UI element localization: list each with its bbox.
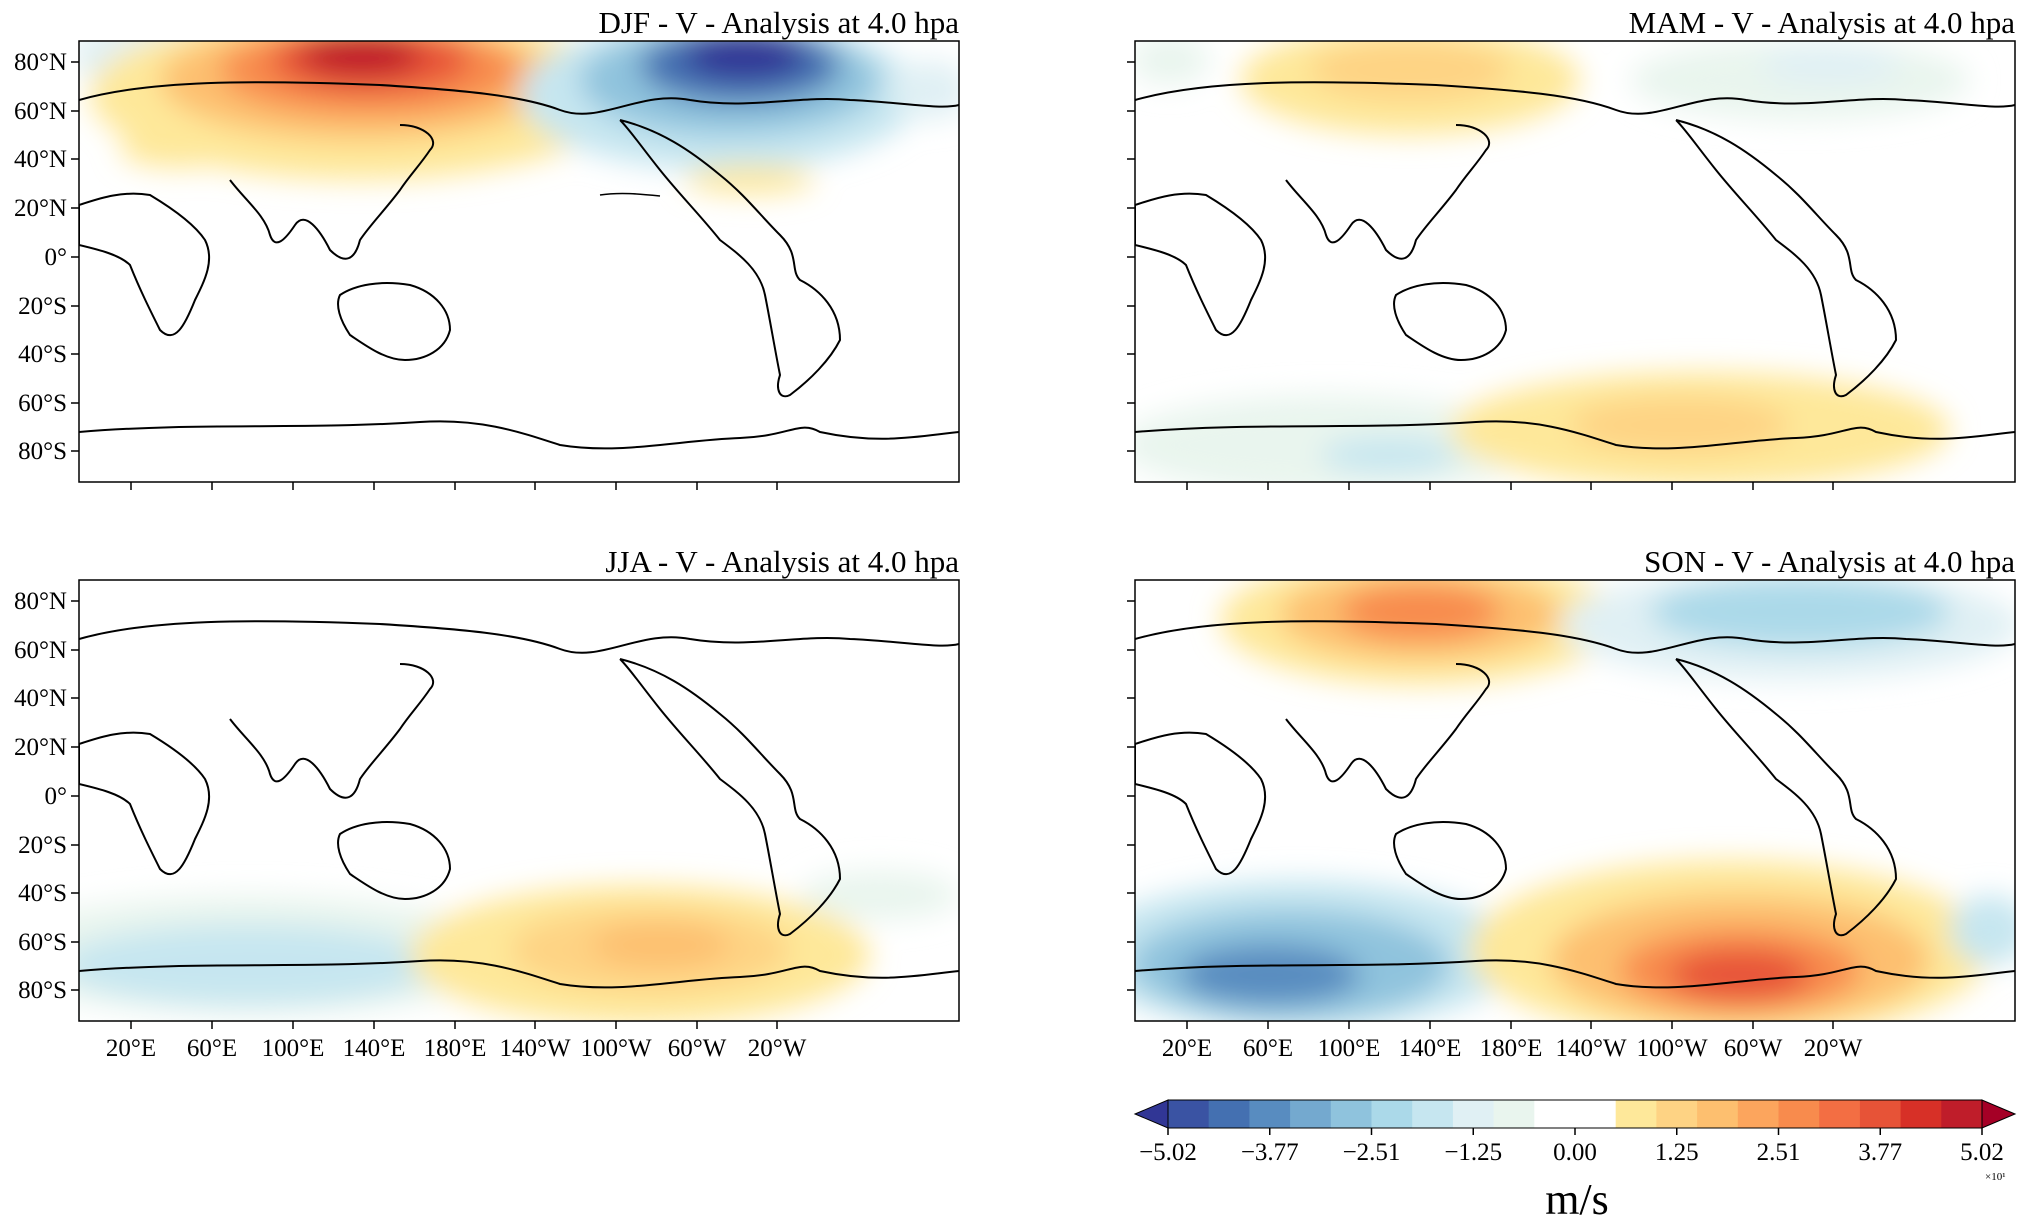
panel-title-jja: JJA - V - Analysis at 4.0 hpa [605,544,959,579]
lat-tick-label: 80°N [14,588,67,615]
lon-tick-label: 140°W [499,1035,570,1062]
colorbar-tick-label: 5.02 [1960,1139,2004,1166]
colorbar [1133,1099,2017,1129]
colorbar-segment [1575,1100,1617,1128]
lat-tick-label: 80°S [18,438,67,465]
axis-ticks: 80°N 60°N 40°N 20°N 0° 20°S 40°S 60°S 80°S 80°N 60… [14,49,1863,1062]
jja-coastlines [79,620,959,989]
lon-tick-label: 60°W [668,1035,727,1062]
lat-tick-label: 0° [45,783,68,810]
son-coastlines [1135,620,2015,989]
colorbar-segment [1249,1100,1291,1128]
map-panel-mam [1134,40,2016,483]
lon-tick-label: 140°E [343,1035,406,1062]
colorbar-extend-max [1981,1099,2017,1129]
lat-tick-label: 20°S [18,832,67,859]
lat-tick-label: 60°N [14,637,67,664]
colorbar-tick-label: −3.77 [1241,1139,1299,1166]
colorbar-segment [1819,1100,1861,1128]
colorbar-segment [1371,1100,1413,1128]
lon-tick-label: 100°W [1636,1035,1707,1062]
colorbar-tick-label: 3.77 [1858,1139,1902,1166]
lat-tick-label: 40°N [14,685,67,712]
colorbar-tick-label: −5.02 [1139,1139,1197,1166]
lon-tick-label: 100°W [580,1035,651,1062]
lat-tick-label: 80°S [18,977,67,1004]
lat-tick-label: 60°S [18,390,67,417]
lon-tick-label: 20°W [1804,1035,1863,1062]
colorbar-segment [1330,1100,1372,1128]
colorbar-segment [1290,1100,1332,1128]
colorbar-tick-label: −1.25 [1444,1139,1502,1166]
colorbar-segment [1859,1100,1902,1128]
colorbar-segment [1493,1100,1535,1128]
lat-tick-label: 80°N [14,49,67,76]
lon-tick-label: 60°E [1243,1035,1293,1062]
lon-tick-label: 60°E [187,1035,237,1062]
colorbar-segment [1656,1100,1698,1128]
lon-tick-label: 100°E [262,1035,325,1062]
lon-tick-label: 180°E [1480,1035,1543,1062]
colorbar-tick-label: 0.00 [1553,1139,1597,1166]
colorbar-tick-label: 2.51 [1757,1139,1801,1166]
map-panel-djf [78,40,960,483]
lat-tick-label: 0° [45,244,68,271]
colorbar-unit-label: m/s [1545,1175,1609,1224]
lon-tick-label: 20°E [106,1035,156,1062]
panel-title-son: SON - V - Analysis at 4.0 hpa [1644,544,2015,579]
colorbar-tick-labels: −5.02 −3.77 −2.51 −1.25 0.00 1.25 2.51 3.77 5.02 [1139,1128,2004,1166]
colorbar-tick-label: 1.25 [1655,1139,1699,1166]
colorbar-segment [1452,1100,1495,1128]
lat-tick-label: 60°S [18,929,67,956]
djf-anomaly-field [79,41,959,194]
lon-tick-label: 60°W [1724,1035,1783,1062]
lon-tick-label: 20°E [1162,1035,1212,1062]
map-panel-son [1134,579,2016,1022]
colorbar-segment [1534,1100,1576,1128]
djf-coastlines [79,81,959,450]
mam-coastlines [1135,81,2015,450]
lat-tick-label: 40°S [18,341,67,368]
map-panel-jja [78,579,960,1022]
colorbar-segment [1778,1100,1820,1128]
lat-tick-label: 20°S [18,293,67,320]
colorbar-segment [1412,1100,1454,1128]
colorbar-segment [1941,1100,1983,1128]
colorbar-segment [1737,1100,1779,1128]
colorbar-segment [1208,1100,1250,1128]
mam-anomaly-field [1135,41,1970,482]
lon-tick-label: 140°E [1399,1035,1462,1062]
lon-tick-label: 180°E [424,1035,487,1062]
lon-tick-label: 140°W [1555,1035,1626,1062]
colorbar-tick-label: −2.51 [1343,1139,1401,1166]
panel-title-djf: DJF - V - Analysis at 4.0 hpa [598,5,959,40]
lat-tick-label: 40°S [18,880,67,907]
lat-tick-label: 20°N [14,195,67,222]
colorbar-segment [1900,1100,1942,1128]
colorbar-segment [1697,1100,1739,1128]
colorbar-segment [1615,1100,1657,1128]
panel-title-mam: MAM - V - Analysis at 4.0 hpa [1629,5,2016,40]
lat-tick-label: 40°N [14,146,67,173]
colorbar-segment [1168,1100,1210,1128]
lat-tick-label: 60°N [14,98,67,125]
colorbar-extend-min [1133,1099,1169,1129]
lon-tick-label: 100°E [1318,1035,1381,1062]
lat-tick-label: 20°N [14,734,67,761]
colorbar-multiplier: ×10¹ [1985,1171,2006,1183]
lon-tick-label: 20°W [748,1035,807,1062]
